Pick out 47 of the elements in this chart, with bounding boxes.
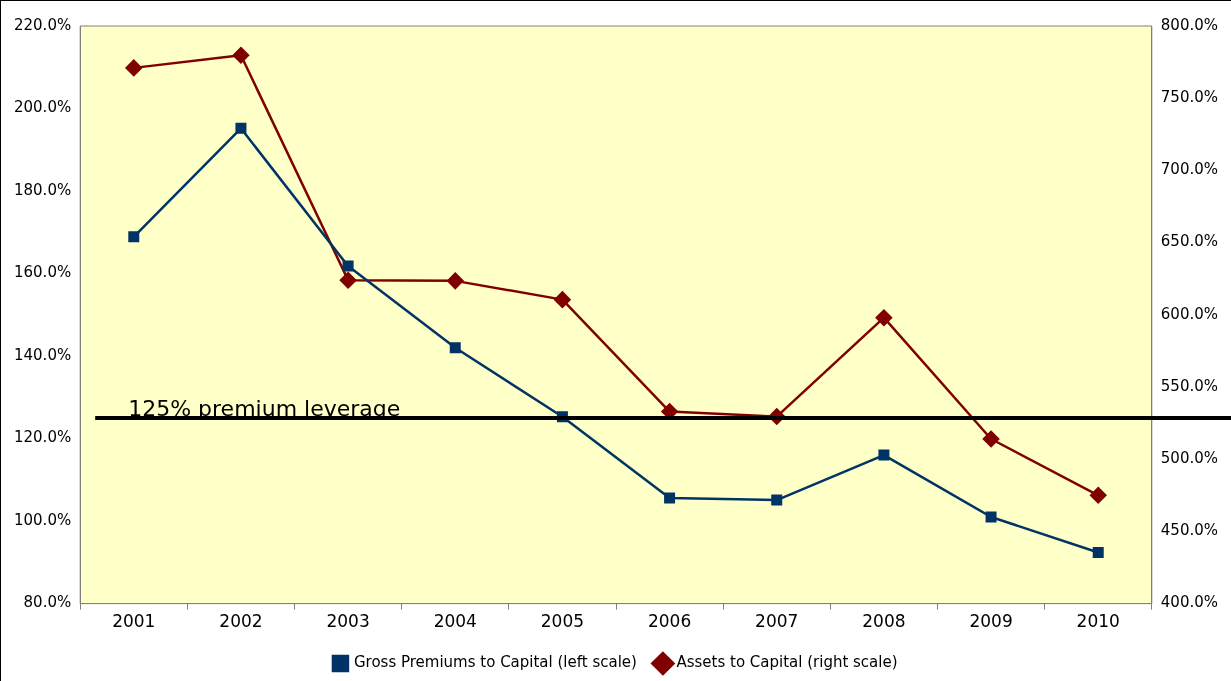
- point: [447, 272, 464, 290]
- x-tick-label: 2008: [862, 611, 906, 632]
- y2-tick-label: 500.0%: [1160, 449, 1219, 468]
- point: [875, 309, 893, 326]
- x-tick-label: 2006: [647, 611, 692, 632]
- ref-line-label: 125% premium leverage: [128, 395, 401, 421]
- y2-tick-label: 600.0%: [1160, 304, 1219, 323]
- y-tick-label: 120.0%: [13, 428, 72, 447]
- x-tick-label: 2009: [969, 611, 1013, 632]
- y-tick-label: 80.0%: [23, 593, 72, 612]
- point: [664, 492, 676, 504]
- y2-tick-label: 550.0%: [1160, 376, 1219, 395]
- y2-tick-label: 400.0%: [1160, 593, 1219, 612]
- x-tick-label: 2003: [326, 611, 370, 632]
- legend-label: Gross Premiums to Capital (left scale): [353, 653, 637, 672]
- point: [771, 494, 783, 506]
- point: [449, 342, 461, 354]
- point: [878, 449, 890, 461]
- y-tick-label: 180.0%: [13, 180, 72, 199]
- x-tick-label: 2004: [433, 611, 477, 632]
- legend-label: Assets to Capital (right scale): [676, 653, 898, 672]
- x-tick-label: 2001: [112, 611, 156, 632]
- point: [235, 122, 247, 134]
- y-tick-label: 220.0%: [13, 15, 72, 34]
- point: [339, 271, 357, 289]
- point: [232, 47, 250, 64]
- x-tick-label: 2005: [540, 611, 585, 632]
- point: [985, 511, 997, 523]
- point: [982, 430, 1000, 448]
- point: [128, 231, 140, 243]
- point: [1092, 546, 1104, 558]
- y2-tick-label: 700.0%: [1160, 160, 1219, 179]
- x-tick-label: 2002: [219, 611, 263, 632]
- y-tick-label: 160.0%: [13, 263, 72, 282]
- y-tick-label: 140.0%: [13, 345, 72, 364]
- point: [554, 291, 571, 308]
- y-tick-label: 200.0%: [13, 98, 72, 117]
- y-tick-label: 100.0%: [13, 510, 72, 529]
- y2-tick-label: 450.0%: [1160, 521, 1219, 540]
- x-tick-label: 2007: [755, 611, 799, 632]
- point: [125, 59, 143, 77]
- y2-tick-label: 800.0%: [1160, 15, 1219, 34]
- point: [342, 260, 354, 272]
- y2-tick-label: 750.0%: [1160, 88, 1219, 107]
- y2-tick-label: 650.0%: [1160, 232, 1219, 251]
- point: [1089, 487, 1107, 504]
- x-tick-label: 2010: [1076, 611, 1120, 632]
